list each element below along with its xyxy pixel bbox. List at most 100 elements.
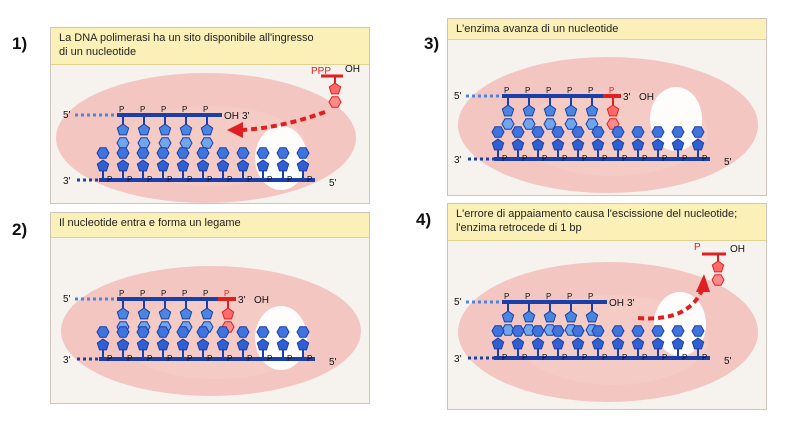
label-5-prime-bottom: 5' (329, 178, 337, 189)
bottom-sugar (491, 138, 505, 151)
phosphate-label: P (247, 175, 252, 184)
phosphate-label: P (287, 175, 292, 184)
phosphate-label: P (187, 175, 192, 184)
bottom-sugar (196, 159, 210, 172)
excised-phosphate-label: P (694, 242, 701, 253)
bottom-base (256, 326, 270, 338)
bottom-sugar (156, 159, 170, 172)
bottom-base (156, 147, 170, 159)
phosphate-label: P (502, 154, 507, 163)
bottom-sugar (631, 337, 645, 350)
phosphate-label: P (522, 353, 527, 362)
excision-arrowhead (696, 274, 710, 292)
bottom-base (531, 126, 545, 138)
step-number-2: 2) (12, 220, 28, 239)
label-oh-top: OH (254, 295, 269, 306)
caption-step-4: L'errore di appaiamento causa l'escissio… (448, 204, 766, 241)
top-sugar (200, 307, 214, 320)
phosphate-label: P (147, 175, 152, 184)
bottom-base (571, 325, 585, 337)
label-3-prime-top: 3' (623, 92, 631, 103)
phosphate-label: P (588, 292, 593, 301)
top-base (200, 137, 214, 149)
bottom-base (256, 147, 270, 159)
caption-line: Il nucleotide entra e forma un legame (59, 217, 241, 229)
bottom-base (611, 126, 625, 138)
top-sugar (522, 104, 536, 117)
top-sugar (179, 123, 193, 136)
bottom-base (176, 147, 190, 159)
bottom-base (691, 325, 705, 337)
phosphate-label: P (504, 292, 509, 301)
bottom-base (651, 126, 665, 138)
bottom-sugar (611, 138, 625, 151)
bottom-sugar (491, 337, 505, 350)
bottom-base (511, 325, 525, 337)
bottom-base (551, 126, 565, 138)
phosphate-label-new: P (609, 86, 614, 95)
caption-step-1: La DNA polimerasi ha un sito disponibile… (51, 28, 369, 65)
bottom-sugar (196, 338, 210, 351)
bottom-sugar (116, 159, 130, 172)
bottom-base (236, 326, 250, 338)
bottom-sugar (631, 138, 645, 151)
label-5-prime-top: 5' (63, 110, 71, 121)
label-5-prime-bottom: 5' (724, 157, 732, 168)
bottom-sugar (651, 138, 665, 151)
diagram-step-4: 5'P P P P POH 3'3' P P P P P P P P P P P 5'P OH (454, 242, 758, 402)
phosphate-label: P (504, 86, 509, 95)
excised-oh-label: OH (730, 244, 745, 255)
bottom-sugar (236, 159, 250, 172)
top-base (158, 137, 172, 149)
phosphate-label: P (582, 154, 587, 163)
bottom-sugar (591, 337, 605, 350)
phosphate-label: P (182, 289, 187, 298)
phosphate-label: P (167, 175, 172, 184)
top-base (116, 137, 130, 149)
caption-line: L'errore di appaiamento causa l'escissio… (456, 208, 738, 220)
active-site-pocket (650, 87, 702, 151)
top-sugar (564, 104, 578, 117)
phosphate-label: P (502, 353, 507, 362)
phosphate-label: P (525, 292, 530, 301)
bottom-base (116, 326, 130, 338)
bottom-sugar (571, 138, 585, 151)
bottom-sugar (256, 159, 270, 172)
phosphate-label: P (119, 289, 124, 298)
phosphate-label: P (307, 175, 312, 184)
caption-line: La DNA polimerasi ha un sito disponibile… (59, 32, 314, 44)
top-sugar (585, 104, 599, 117)
bottom-sugar (591, 138, 605, 151)
bottom-base (236, 147, 250, 159)
bottom-sugar (551, 138, 565, 151)
phosphate-label: P (542, 154, 547, 163)
bottom-sugar (156, 338, 170, 351)
top-sugar (522, 310, 536, 323)
phosphate-label: P (588, 86, 593, 95)
phosphate-label: P (702, 353, 707, 362)
diagram-step-1: 5'P P P P POH 3'3' P P P P P P P P P P P 5'PPP OH (56, 64, 360, 203)
label-5-prime-bottom: 5' (724, 356, 732, 367)
phosphate-label: P (107, 354, 112, 363)
caption-step-2: Il nucleotide entra e forma un legame (51, 213, 369, 238)
phosphate-label: P (187, 354, 192, 363)
bottom-base (216, 326, 230, 338)
excised-base (711, 274, 725, 286)
bottom-base (276, 147, 290, 159)
bottom-base (96, 326, 110, 338)
phosphate-label: P (522, 154, 527, 163)
bottom-sugar (216, 338, 230, 351)
phosphate-label: P (267, 354, 272, 363)
bottom-sugar (176, 159, 190, 172)
label-oh-top: OH (639, 92, 654, 103)
bottom-sugar (611, 337, 625, 350)
phosphate-label: P (562, 353, 567, 362)
label-5-prime-top: 5' (454, 91, 462, 102)
bottom-base (216, 147, 230, 159)
active-site-pocket (654, 292, 706, 356)
bottom-base (671, 126, 685, 138)
phosphate-label: P (542, 353, 547, 362)
phosphate-label: P (140, 289, 145, 298)
top-base (137, 137, 151, 149)
bottom-base (296, 147, 310, 159)
